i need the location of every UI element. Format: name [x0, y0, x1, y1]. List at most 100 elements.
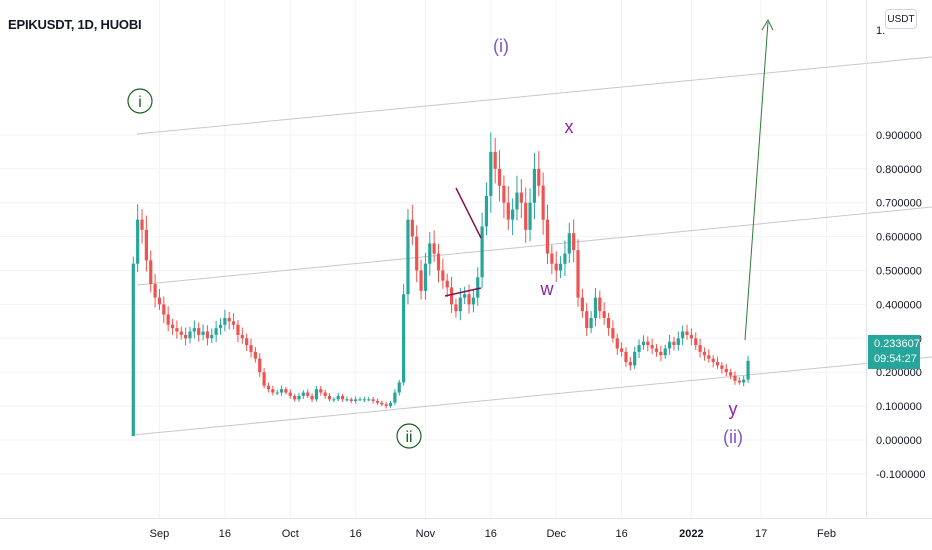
price-tick-label: 0.800000	[876, 164, 922, 176]
candle-body	[188, 331, 192, 339]
candle-body	[210, 334, 214, 339]
time-tick-label: 16	[485, 528, 497, 540]
candle-body	[463, 294, 467, 298]
candle-body	[620, 348, 624, 352]
price-tick-label: 0.000000	[876, 435, 922, 447]
candle-body	[236, 324, 240, 335]
candle-body	[157, 297, 162, 305]
candle-body	[606, 317, 611, 329]
candle-body	[689, 334, 693, 339]
time-tick-label: Nov	[416, 528, 436, 540]
candle-body	[458, 297, 462, 312]
candle-body	[136, 219, 140, 264]
candle-body	[567, 233, 571, 254]
candle-body	[179, 331, 183, 335]
time-tick-label: 16	[219, 528, 231, 540]
candle-body	[598, 297, 602, 312]
candle-body	[685, 331, 689, 335]
candle-body	[545, 219, 550, 254]
candle-body	[659, 351, 663, 356]
candle-body	[275, 392, 279, 394]
candle-body	[576, 250, 580, 298]
time-tick-label: Sep	[150, 528, 170, 540]
candle-body	[519, 192, 523, 203]
candle-body	[284, 389, 288, 393]
candle-body	[515, 192, 519, 210]
candle-body	[572, 233, 576, 251]
candle-body	[554, 263, 558, 271]
candle-body	[432, 243, 436, 254]
candle-body	[663, 348, 667, 356]
candle-body	[345, 399, 349, 401]
candle-body	[319, 389, 323, 393]
candle-body	[415, 236, 419, 271]
candle-body	[371, 399, 375, 402]
wave-label: i	[138, 94, 142, 111]
time-tick-label: Feb	[817, 528, 836, 540]
candle-body	[131, 263, 135, 436]
last-price: 0.233607	[874, 338, 920, 350]
candle-body	[166, 314, 170, 325]
candle-body	[676, 338, 680, 346]
time-tick-label: 16	[350, 528, 362, 540]
candle-body	[140, 219, 144, 230]
candle-body	[218, 324, 223, 329]
candle-body	[380, 402, 384, 405]
candle-body	[310, 395, 314, 400]
candle-body	[340, 395, 345, 400]
candle-body	[262, 372, 266, 386]
candle-body	[436, 253, 441, 271]
candle-body	[332, 399, 336, 401]
candle-body	[720, 365, 724, 369]
symbol-title: EPIKUSDT, 1D, HUOBI	[8, 17, 142, 32]
candle-body	[384, 404, 388, 407]
candle-body	[397, 382, 401, 393]
candle-body	[550, 253, 554, 264]
candle-body	[672, 341, 676, 346]
time-axis[interactable]: Sep 16 Oct 16 Nov 16 Dec 16 2022 17 Feb	[150, 528, 836, 540]
last-price-box: 0.233607 09:54:27	[868, 335, 920, 369]
candle-body	[480, 226, 484, 278]
candle-body	[227, 317, 231, 322]
candle-body	[746, 360, 750, 380]
arrow-head	[761, 18, 774, 31]
candle-body	[711, 358, 715, 363]
candle-body	[279, 389, 284, 393]
candle-body	[201, 331, 205, 335]
trend-channel	[132, 56, 932, 436]
candle-body	[733, 375, 737, 381]
candle-body	[580, 297, 584, 312]
candle-body	[323, 392, 327, 396]
candle-body	[149, 260, 153, 285]
candle-body	[288, 392, 292, 396]
candle-body	[698, 345, 702, 352]
candle-body	[497, 168, 502, 186]
candle-body	[637, 345, 641, 352]
price-tick-label: 0.600000	[876, 232, 922, 244]
candle-body	[293, 395, 297, 400]
triangle-upper-line	[455, 187, 482, 239]
candle-body	[707, 355, 711, 359]
currency-button[interactable]: USDT	[885, 9, 917, 29]
candle-body	[349, 399, 353, 402]
candle-body	[223, 317, 227, 325]
candle-body	[197, 328, 201, 335]
candle-body	[240, 334, 244, 339]
wave-labels: iii(i)(ii)xwy	[127, 36, 743, 449]
price-tick-label: 0.400000	[876, 299, 922, 311]
candle-body	[362, 399, 366, 401]
arrow-shaft	[744, 21, 769, 341]
price-axis[interactable]: -0.1000000.0000000.1000000.2000000.30000…	[876, 25, 926, 481]
wave-circle	[127, 88, 153, 114]
candle-body	[654, 348, 659, 352]
candle-body	[266, 385, 271, 390]
price-tick-label: 0.700000	[876, 198, 922, 210]
candle-body	[585, 311, 589, 329]
candle-body	[493, 151, 497, 169]
price-tick-label: 0.200000	[876, 367, 922, 379]
candle-body	[301, 392, 305, 396]
wave-label: (i)	[493, 36, 509, 56]
candle-body	[589, 317, 593, 329]
candle-body	[593, 297, 598, 318]
